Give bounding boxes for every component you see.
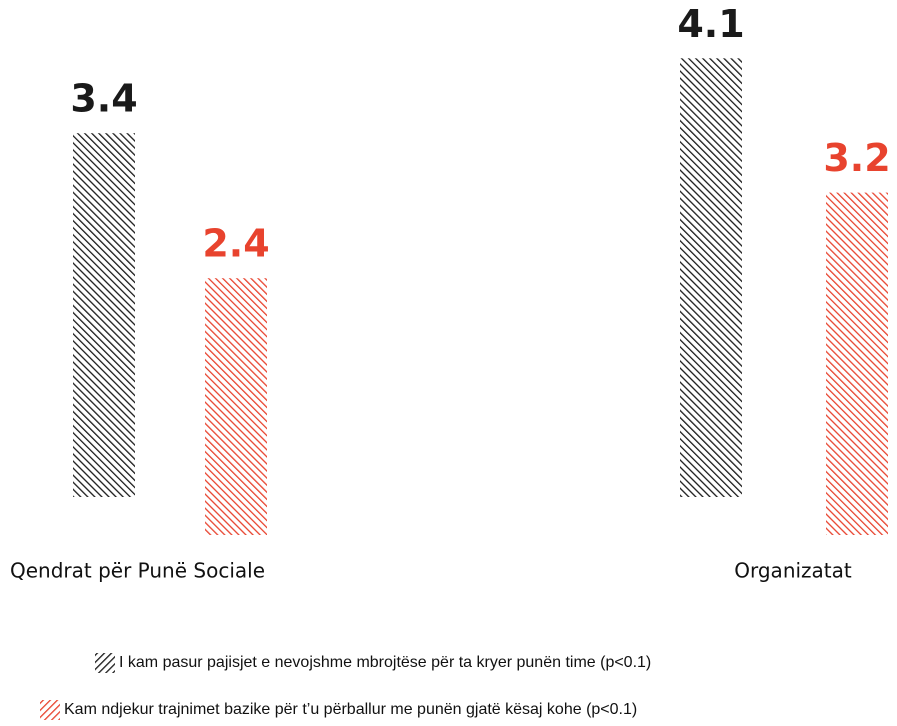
- bar: [680, 58, 742, 498]
- x-tick-label: Organizatat: [734, 559, 852, 583]
- legend-label: Kam ndjekur trajnimet bazike për t’u për…: [64, 701, 637, 718]
- value-label: 3.4: [70, 77, 137, 121]
- value-label: 4.1: [677, 2, 744, 46]
- legend-item: I kam pasur pajisjet e nevojshme mbrojtë…: [95, 653, 651, 673]
- bar: [826, 192, 888, 535]
- x-tick-label: Qendrat për Punë Sociale: [10, 559, 265, 583]
- bar: [73, 133, 135, 497]
- legend-label: I kam pasur pajisjet e nevojshme mbrojtë…: [119, 654, 651, 671]
- bar: [205, 278, 267, 535]
- value-label: 3.2: [823, 136, 890, 180]
- value-label: 2.4: [202, 222, 269, 266]
- legend-swatch: [95, 653, 115, 673]
- legend-swatch: [40, 700, 60, 720]
- legend-item: Kam ndjekur trajnimet bazike për t’u për…: [40, 700, 637, 720]
